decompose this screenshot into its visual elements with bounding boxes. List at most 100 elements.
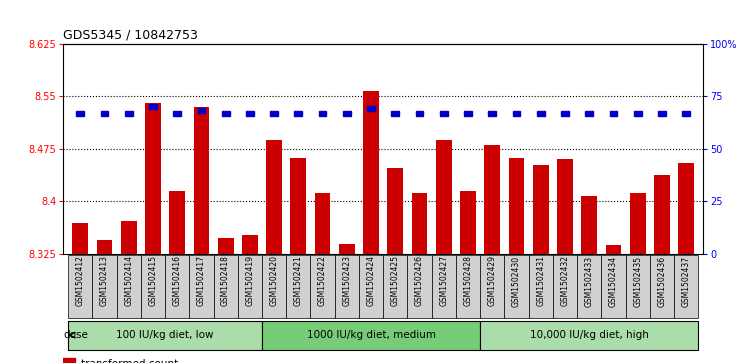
Text: GSM1502423: GSM1502423: [342, 256, 351, 306]
FancyBboxPatch shape: [165, 256, 189, 318]
Bar: [391, 111, 399, 116]
Text: GSM1502434: GSM1502434: [609, 256, 618, 306]
Text: GSM1502431: GSM1502431: [536, 256, 545, 306]
Bar: [318, 111, 327, 116]
Text: GSM1502430: GSM1502430: [512, 256, 521, 306]
Text: GSM1502412: GSM1502412: [76, 256, 85, 306]
Bar: [553, 44, 577, 254]
Bar: [77, 111, 84, 116]
Bar: [214, 44, 238, 254]
Text: transformed count: transformed count: [81, 359, 179, 363]
FancyBboxPatch shape: [238, 256, 262, 318]
Bar: [339, 244, 355, 254]
Bar: [149, 104, 157, 109]
FancyBboxPatch shape: [92, 256, 117, 318]
Bar: [509, 158, 525, 254]
Bar: [286, 44, 310, 254]
Bar: [658, 111, 666, 116]
Text: GSM1502417: GSM1502417: [197, 256, 206, 306]
Bar: [537, 111, 545, 116]
FancyBboxPatch shape: [68, 321, 262, 351]
FancyBboxPatch shape: [359, 256, 383, 318]
FancyBboxPatch shape: [504, 256, 528, 318]
Bar: [440, 111, 448, 116]
Bar: [100, 111, 109, 116]
Bar: [170, 191, 185, 254]
Bar: [193, 107, 209, 254]
Text: GSM1502428: GSM1502428: [464, 256, 472, 306]
Bar: [117, 44, 141, 254]
Bar: [388, 168, 403, 254]
Bar: [464, 111, 472, 116]
Text: 100 IU/kg diet, low: 100 IU/kg diet, low: [116, 330, 214, 340]
FancyBboxPatch shape: [528, 256, 553, 318]
FancyBboxPatch shape: [310, 256, 335, 318]
FancyBboxPatch shape: [674, 256, 698, 318]
FancyBboxPatch shape: [262, 256, 286, 318]
FancyBboxPatch shape: [601, 256, 626, 318]
Bar: [436, 140, 452, 254]
Text: GSM1502422: GSM1502422: [318, 256, 327, 306]
Text: GSM1502416: GSM1502416: [173, 256, 182, 306]
Bar: [266, 140, 282, 254]
Bar: [629, 193, 646, 254]
Bar: [504, 44, 528, 254]
Bar: [609, 111, 618, 116]
Bar: [480, 44, 504, 254]
FancyBboxPatch shape: [117, 256, 141, 318]
Text: GSM1502427: GSM1502427: [439, 256, 448, 306]
FancyBboxPatch shape: [141, 256, 165, 318]
Text: GSM1502419: GSM1502419: [246, 256, 254, 306]
Bar: [654, 175, 670, 254]
Text: GSM1502436: GSM1502436: [658, 256, 667, 306]
Text: dose: dose: [64, 330, 89, 340]
Bar: [432, 44, 456, 254]
Bar: [674, 44, 698, 254]
FancyBboxPatch shape: [650, 256, 674, 318]
Bar: [92, 44, 117, 254]
Text: GSM1502432: GSM1502432: [560, 256, 569, 306]
Bar: [238, 44, 262, 254]
Bar: [315, 193, 330, 254]
FancyBboxPatch shape: [383, 256, 408, 318]
Text: GSM1502425: GSM1502425: [391, 256, 400, 306]
Text: GSM1502429: GSM1502429: [488, 256, 497, 306]
Bar: [601, 44, 626, 254]
Bar: [682, 111, 690, 116]
FancyBboxPatch shape: [68, 256, 92, 318]
Bar: [528, 44, 553, 254]
Bar: [242, 235, 257, 254]
FancyBboxPatch shape: [432, 256, 456, 318]
Bar: [679, 163, 694, 254]
Bar: [488, 111, 496, 116]
FancyBboxPatch shape: [286, 256, 310, 318]
Bar: [626, 44, 650, 254]
Bar: [222, 111, 229, 116]
Text: GSM1502415: GSM1502415: [148, 256, 158, 306]
Text: GSM1502433: GSM1502433: [585, 256, 594, 306]
Bar: [343, 111, 350, 116]
FancyBboxPatch shape: [626, 256, 650, 318]
Text: 1000 IU/kg diet, medium: 1000 IU/kg diet, medium: [307, 330, 435, 340]
Text: GSM1502420: GSM1502420: [269, 256, 278, 306]
Bar: [513, 111, 520, 116]
FancyBboxPatch shape: [553, 256, 577, 318]
Text: GSM1502426: GSM1502426: [415, 256, 424, 306]
Bar: [335, 44, 359, 254]
Bar: [246, 111, 254, 116]
Text: GSM1502435: GSM1502435: [633, 256, 642, 306]
Bar: [72, 223, 88, 254]
Bar: [68, 44, 92, 254]
Bar: [533, 165, 548, 254]
Text: GDS5345 / 10842753: GDS5345 / 10842753: [63, 28, 198, 41]
FancyBboxPatch shape: [577, 256, 601, 318]
Bar: [408, 44, 432, 254]
Bar: [97, 240, 112, 254]
Bar: [270, 111, 278, 116]
Bar: [125, 111, 132, 116]
Bar: [121, 221, 137, 254]
Bar: [141, 44, 165, 254]
Bar: [460, 191, 476, 254]
FancyBboxPatch shape: [189, 256, 214, 318]
Text: GSM1502418: GSM1502418: [221, 256, 230, 306]
